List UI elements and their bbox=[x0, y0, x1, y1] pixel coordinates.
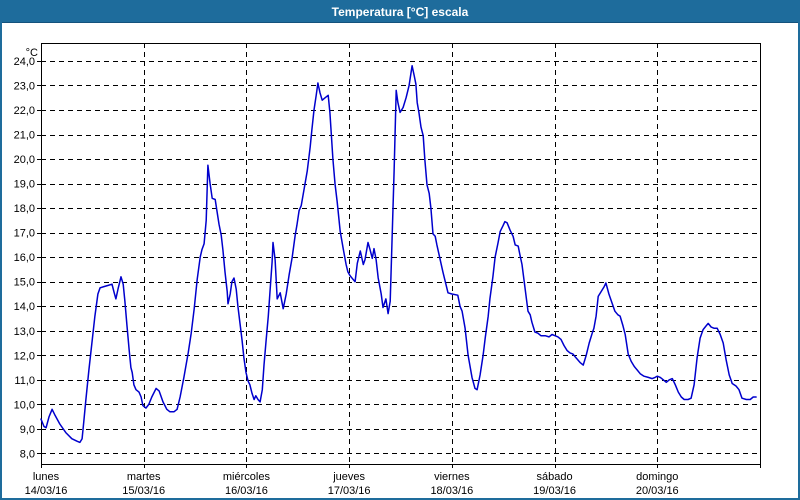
x-axis-labels: lunes 14/03/16 martes 15/03/16 miércoles 16/0… bbox=[25, 471, 679, 497]
y-tick-label: 22,0 bbox=[14, 105, 35, 117]
x-day-date-label: 17/03/16 bbox=[328, 485, 371, 497]
y-tick-label: 20,0 bbox=[14, 154, 35, 166]
y-tick-label: 12,0 bbox=[14, 350, 35, 362]
temperature-chart: °C24,0 23,0 22,0 21,0 20,0 19,0 18,0 17,0 16,0 15… bbox=[14, 43, 761, 497]
x-day-name-label: lunes bbox=[33, 471, 60, 483]
y-tick-label: 10,0 bbox=[14, 399, 35, 411]
x-day-name-label: viernes bbox=[434, 471, 470, 483]
gridlines bbox=[41, 43, 760, 464]
x-day-date-label: 20/03/16 bbox=[636, 485, 679, 497]
y-axis-unit-label: °C bbox=[26, 47, 38, 59]
y-axis-labels: °C24,0 23,0 22,0 21,0 20,0 19,0 18,0 17,0 16,0 15… bbox=[14, 47, 38, 461]
x-day-date-label: 18/03/16 bbox=[430, 485, 473, 497]
y-tick-label: 8,0 bbox=[20, 448, 35, 460]
y-tick-label: 23,0 bbox=[14, 80, 35, 92]
x-day-name-label: domingo bbox=[636, 471, 678, 483]
x-day-date-label: 14/03/16 bbox=[25, 485, 68, 497]
window-title: Temperatura [°C] escala bbox=[331, 5, 469, 19]
y-tick-label: 16,0 bbox=[14, 252, 35, 264]
title-bar: Temperatura [°C] escala bbox=[2, 2, 798, 23]
temperature-line bbox=[40, 65, 757, 444]
x-day-name-label: jueves bbox=[332, 471, 365, 483]
y-tick-label: 11,0 bbox=[14, 375, 35, 387]
x-day-name-label: sábado bbox=[537, 471, 573, 483]
y-tick-label: 17,0 bbox=[14, 228, 35, 240]
x-day-date-label: 19/03/16 bbox=[533, 485, 576, 497]
y-tick-label: 14,0 bbox=[14, 301, 35, 313]
y-tick-label: 18,0 bbox=[14, 203, 35, 215]
x-day-name-label: miércoles bbox=[223, 471, 271, 483]
y-tick-label: 24,0 bbox=[14, 56, 35, 68]
x-day-date-label: 15/03/16 bbox=[122, 485, 165, 497]
y-tick-label: 21,0 bbox=[14, 130, 35, 142]
plot-border bbox=[41, 43, 761, 465]
y-tick-label: 13,0 bbox=[14, 326, 35, 338]
y-tick-label: 19,0 bbox=[14, 179, 35, 191]
x-day-name-label: martes bbox=[127, 471, 161, 483]
y-tick-label: 15,0 bbox=[14, 277, 35, 289]
y-tick-label: 9,0 bbox=[20, 424, 35, 436]
x-day-date-label: 16/03/16 bbox=[225, 485, 268, 497]
